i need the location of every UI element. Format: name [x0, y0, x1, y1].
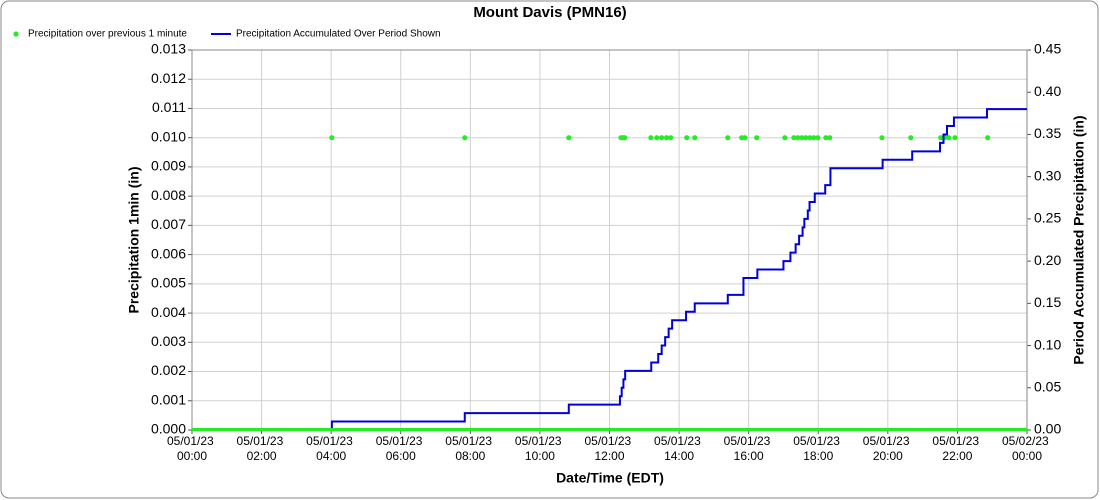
y-tick-label: 0.002	[151, 362, 186, 378]
data-point	[622, 135, 628, 141]
data-point	[811, 135, 817, 141]
y-tick-label: 0.010	[151, 128, 186, 144]
x-tick-label: 05/01/23 00:00	[167, 434, 217, 463]
data-point	[329, 135, 335, 141]
y2-tick-label: 0.20	[1034, 252, 1061, 268]
data-point	[879, 135, 885, 141]
y2-tick-label: 0.35	[1034, 125, 1061, 141]
y2-tick-label: 0.45	[1034, 41, 1061, 57]
y2-axis-title: Period Accumulated Precipitation (in)	[1071, 115, 1087, 364]
y-tick-label: 0.013	[151, 41, 186, 57]
x-tick-label: 05/01/23 12:00	[584, 434, 634, 463]
y-tick-label: 0.009	[151, 158, 186, 174]
y2-tick-label: 0.40	[1034, 83, 1061, 99]
y2-tick-label: 0.30	[1034, 167, 1061, 183]
y-tick-label: 0.006	[151, 245, 186, 261]
y-tick-label: 0.007	[151, 216, 186, 232]
y2-tick-label: 0.10	[1034, 336, 1061, 352]
data-point	[754, 135, 760, 141]
chart-title: Mount Davis (PMN16)	[473, 4, 626, 21]
x-tick-label: 05/01/23 08:00	[445, 434, 495, 463]
x-tick-label: 05/01/23 22:00	[932, 434, 982, 463]
data-point	[782, 135, 788, 141]
data-point	[462, 135, 468, 141]
y-axis-title: Precipitation 1min (in)	[126, 166, 142, 313]
data-point	[827, 135, 833, 141]
y-tick-label: 0.005	[151, 275, 186, 291]
y-tick-label: 0.012	[151, 70, 186, 86]
data-point	[659, 135, 665, 141]
data-point	[815, 135, 821, 141]
legend: Precipitation over previous 1 minute Prec…	[13, 29, 441, 40]
data-point	[725, 135, 731, 141]
y-tick-label: 0.004	[151, 304, 186, 320]
data-point	[952, 135, 958, 141]
x-tick-label: 05/01/23 02:00	[237, 434, 287, 463]
x-tick-label: 05/01/23 04:00	[306, 434, 356, 463]
data-point	[791, 135, 797, 141]
x-axis-title: Date/Time (EDT)	[556, 470, 664, 486]
data-point	[985, 135, 991, 141]
x-tick-label: 05/01/23 14:00	[654, 434, 704, 463]
x-tick-label: 05/01/23 10:00	[515, 434, 565, 463]
data-point	[663, 135, 670, 141]
legend-marker	[13, 31, 19, 37]
y-tick-label: 0.003	[151, 333, 186, 349]
y2-tick-label: 0.05	[1034, 378, 1061, 394]
data-point	[648, 135, 654, 141]
data-point	[823, 135, 829, 141]
data-point	[803, 135, 809, 141]
x-tick-label: 05/01/23 18:00	[793, 434, 843, 463]
data-point	[684, 135, 690, 141]
legend-label: Precipitation Accumulated Over Period Sh…	[236, 29, 441, 40]
data-point	[807, 135, 813, 141]
y-tick-label: 0.011	[152, 99, 186, 115]
data-point	[668, 135, 674, 141]
x-tick-label: 05/02/23 00:00	[1002, 434, 1052, 463]
data-point	[742, 135, 748, 141]
y-tick-label: 0.000	[151, 421, 186, 437]
y2-tick-label: 0.25	[1034, 210, 1061, 226]
step-line	[192, 108, 1027, 431]
data-point	[692, 135, 698, 141]
x-tick-label: 05/01/23 20:00	[863, 434, 913, 463]
data-point	[654, 135, 660, 141]
plot-area	[192, 108, 1027, 431]
data-point	[946, 135, 952, 141]
y-tick-label: 0.008	[151, 187, 186, 203]
y2-tick-label: 0.00	[1034, 421, 1061, 437]
data-point	[908, 135, 914, 141]
data-point	[795, 135, 801, 141]
data-point	[938, 135, 944, 141]
grid: 05/01/23 00:00 05/01/23 02:00 05/01/23 04:…	[151, 41, 1062, 463]
data-point	[799, 135, 805, 141]
legend-label: Precipitation over previous 1 minute	[28, 29, 187, 40]
y-tick-label: 0.001	[151, 391, 186, 407]
data-point	[566, 135, 572, 141]
y2-tick-label: 0.15	[1034, 294, 1061, 310]
x-tick-label: 05/01/23 06:00	[376, 434, 426, 463]
x-tick-label: 05/01/23 16:00	[724, 434, 774, 463]
